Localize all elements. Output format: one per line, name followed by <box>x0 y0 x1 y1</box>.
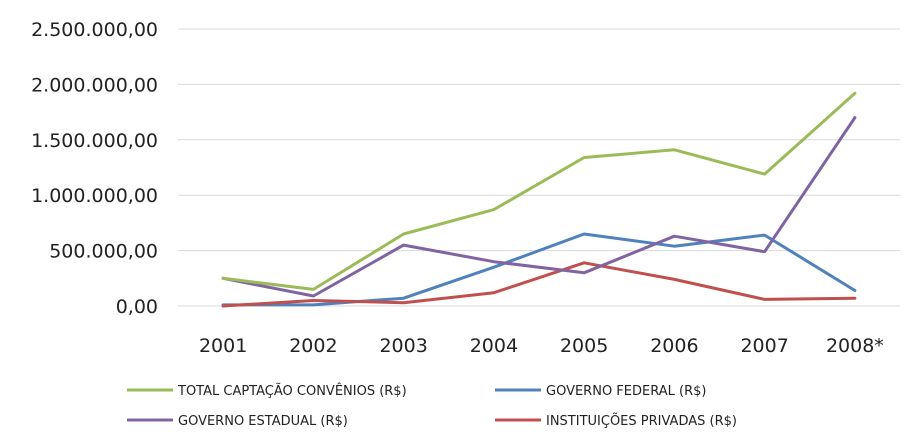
legend-label: INSTITUIÇÕES PRIVADAS (R$) <box>546 413 737 429</box>
x-tick-label: 2006 <box>650 335 698 357</box>
y-tick-label: 1.500.000,00 <box>31 130 158 152</box>
y-tick-label: 500.000,00 <box>49 241 158 263</box>
y-tick-label: 2.500.000,00 <box>31 19 158 41</box>
x-axis-ticks: 2001 2002 2003 2004 2005 2006 2007 2008* <box>199 335 884 357</box>
series-lines <box>221 91 857 308</box>
series-line-0 <box>221 91 857 291</box>
legend: TOTAL CAPTAÇÃO CONVÊNIOS (R$) GOVERNO FED… <box>127 383 737 429</box>
legend-label: TOTAL CAPTAÇÃO CONVÊNIOS (R$) <box>177 383 407 399</box>
series-line-1 <box>221 232 857 307</box>
x-tick-label: 2002 <box>289 335 337 357</box>
y-tick-label: 0,00 <box>116 296 158 318</box>
y-tick-label: 2.000.000,00 <box>31 74 158 96</box>
x-tick-label: 2007 <box>740 335 788 357</box>
gridlines <box>178 28 900 307</box>
x-tick-label: 2003 <box>379 335 427 357</box>
x-tick-label: 2008* <box>826 335 884 357</box>
series-line-2 <box>221 116 857 298</box>
legend-label: GOVERNO ESTADUAL (R$) <box>178 414 348 429</box>
x-tick-label: 2004 <box>470 335 518 357</box>
y-axis-ticks: 0,00 500.000,00 1.000.000,00 1.500.000,00 2.… <box>31 19 158 318</box>
y-tick-label: 1.000.000,00 <box>31 185 158 207</box>
x-tick-label: 2001 <box>199 335 247 357</box>
series-line-3 <box>221 261 857 308</box>
legend-label: GOVERNO FEDERAL (R$) <box>546 384 706 399</box>
x-tick-label: 2005 <box>560 335 608 357</box>
